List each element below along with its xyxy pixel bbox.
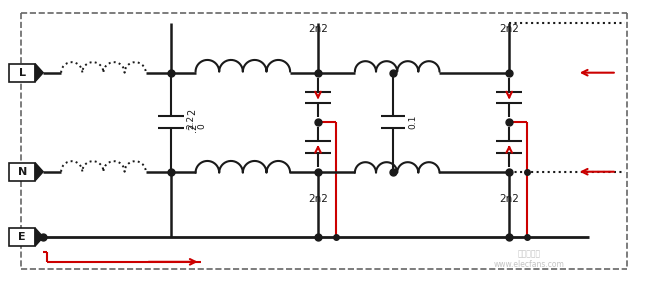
Polygon shape <box>35 64 43 82</box>
Text: 电子发烧友
www.elecfans.com: 电子发烧友 www.elecfans.com <box>493 249 564 269</box>
Text: .2: .2 <box>188 122 197 132</box>
Text: 2n2: 2n2 <box>308 24 328 34</box>
Text: 2n2: 2n2 <box>499 24 519 34</box>
Text: 2n2: 2n2 <box>308 194 328 204</box>
Text: 2: 2 <box>188 109 197 116</box>
Text: 2.2
0: 2.2 0 <box>186 115 206 129</box>
Text: E: E <box>19 232 26 242</box>
Polygon shape <box>35 228 43 246</box>
Text: 0.1: 0.1 <box>409 115 417 129</box>
Polygon shape <box>35 163 43 181</box>
Text: L: L <box>19 68 26 78</box>
Bar <box>10 228 35 246</box>
Text: N: N <box>17 167 27 177</box>
Text: 2n2: 2n2 <box>499 194 519 204</box>
Bar <box>10 163 35 181</box>
Bar <box>10 64 35 82</box>
